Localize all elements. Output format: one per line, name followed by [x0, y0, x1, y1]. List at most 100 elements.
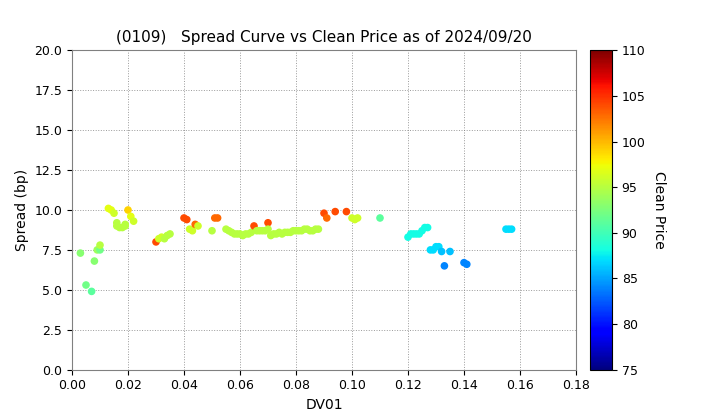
- Point: [206, 227, 217, 234]
- Point: [181, 216, 192, 223]
- Point: [296, 227, 307, 234]
- Point: [265, 232, 276, 239]
- Point: [405, 231, 417, 237]
- Point: [268, 231, 279, 237]
- Point: [410, 231, 422, 237]
- Point: [274, 229, 285, 236]
- Point: [220, 226, 232, 233]
- Point: [330, 208, 341, 215]
- Point: [251, 227, 263, 234]
- Point: [341, 208, 352, 215]
- Point: [246, 229, 257, 236]
- Point: [408, 231, 419, 237]
- Point: [299, 226, 310, 233]
- Point: [161, 232, 173, 239]
- Point: [223, 227, 235, 234]
- Point: [164, 231, 176, 237]
- Point: [111, 223, 122, 229]
- Point: [307, 227, 318, 234]
- Point: [422, 224, 433, 231]
- Point: [237, 232, 248, 239]
- Point: [276, 231, 288, 237]
- Point: [117, 224, 128, 231]
- Point: [438, 262, 450, 269]
- Point: [293, 227, 305, 234]
- Y-axis label: Spread (bp): Spread (bp): [15, 169, 29, 251]
- Point: [416, 227, 428, 234]
- Point: [262, 226, 274, 233]
- Point: [114, 224, 125, 231]
- Point: [120, 221, 131, 228]
- Point: [186, 227, 198, 234]
- Point: [226, 229, 238, 236]
- Point: [94, 247, 106, 253]
- Point: [287, 227, 299, 234]
- X-axis label: DV01: DV01: [305, 398, 343, 412]
- Point: [150, 239, 162, 245]
- Point: [431, 243, 442, 250]
- Point: [282, 229, 293, 236]
- Point: [189, 221, 201, 228]
- Point: [179, 215, 190, 221]
- Point: [321, 215, 333, 221]
- Point: [120, 223, 131, 229]
- Point: [234, 231, 246, 237]
- Point: [91, 247, 103, 253]
- Y-axis label: Clean Price: Clean Price: [652, 171, 667, 249]
- Point: [312, 226, 324, 233]
- Point: [240, 231, 251, 237]
- Point: [284, 229, 296, 236]
- Point: [436, 248, 447, 255]
- Point: [231, 231, 243, 237]
- Title: (0109)   Spread Curve vs Clean Price as of 2024/09/20: (0109) Spread Curve vs Clean Price as of…: [116, 30, 532, 45]
- Point: [259, 227, 271, 234]
- Point: [105, 207, 117, 213]
- Point: [80, 282, 91, 289]
- Point: [243, 231, 254, 237]
- Point: [212, 215, 223, 221]
- Point: [248, 223, 260, 229]
- Point: [425, 247, 436, 253]
- Point: [125, 213, 137, 220]
- Point: [500, 226, 512, 233]
- Point: [192, 223, 204, 229]
- Point: [209, 215, 220, 221]
- Point: [122, 207, 134, 213]
- Point: [128, 218, 140, 225]
- Point: [433, 243, 444, 250]
- Point: [153, 235, 165, 242]
- Point: [413, 231, 425, 237]
- Point: [89, 258, 100, 265]
- Point: [94, 242, 106, 249]
- Point: [302, 226, 313, 233]
- Point: [310, 226, 321, 233]
- Point: [503, 226, 515, 233]
- Point: [262, 219, 274, 226]
- Point: [349, 216, 361, 223]
- Point: [86, 288, 97, 295]
- Point: [271, 231, 282, 237]
- Point: [158, 235, 170, 242]
- Point: [279, 229, 291, 236]
- Point: [254, 227, 266, 234]
- Point: [108, 210, 120, 217]
- Point: [428, 247, 439, 253]
- Point: [184, 226, 195, 233]
- Point: [419, 224, 431, 231]
- Point: [374, 215, 386, 221]
- Point: [461, 261, 472, 268]
- Point: [346, 215, 358, 221]
- Point: [75, 250, 86, 257]
- Point: [229, 231, 240, 237]
- Point: [103, 205, 114, 212]
- Point: [402, 234, 414, 241]
- Point: [305, 227, 316, 234]
- Point: [352, 215, 364, 221]
- Point: [458, 259, 469, 266]
- Point: [111, 219, 122, 226]
- Point: [506, 226, 518, 233]
- Point: [156, 234, 167, 241]
- Point: [256, 227, 268, 234]
- Point: [290, 227, 302, 234]
- Point: [318, 210, 330, 217]
